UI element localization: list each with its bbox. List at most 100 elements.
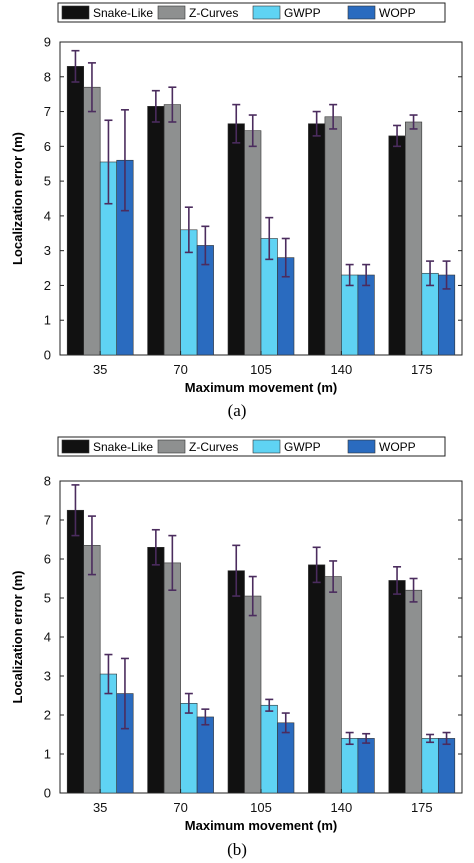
legend-swatch-snake-like: [61, 5, 90, 20]
bar-z-curves-35: [83, 86, 101, 356]
x-tick-label: 105: [250, 800, 272, 815]
y-tick-label: 3: [44, 243, 51, 258]
bar-gwpp-105: [260, 704, 278, 794]
legend-swatch-gwpp: [252, 5, 281, 20]
bar-z-curves-70: [163, 104, 181, 356]
y-tick-label: 7: [44, 104, 51, 119]
error-bar-snake-like-35: [71, 49, 80, 83]
bar-snake-like-70: [147, 106, 165, 356]
y-axis-label: Localization error (m): [10, 571, 25, 704]
error-bar-wopp-105: [281, 712, 290, 734]
bar-snake-like-35: [66, 509, 84, 794]
error-bar-z-curves-140: [329, 103, 338, 130]
y-tick-label: 4: [44, 630, 51, 645]
y-tick-label: 0: [44, 786, 51, 801]
y-tick-label: 1: [44, 313, 51, 328]
bar-z-curves-35: [83, 545, 101, 794]
error-bar-z-curves-35: [87, 62, 96, 113]
x-axis-label: Maximum movement (m): [185, 818, 337, 833]
y-tick-label: 2: [44, 278, 51, 293]
legend-swatch-gwpp: [252, 439, 281, 454]
x-tick-label: 140: [331, 362, 353, 377]
legend-label-gwpp: GWPP: [284, 440, 321, 454]
bar-z-curves-140: [324, 576, 342, 794]
error-bar-gwpp-35: [104, 653, 113, 695]
bar-snake-like-105: [227, 123, 245, 356]
error-bar-z-curves-70: [168, 86, 177, 123]
error-bar-gwpp-140: [345, 263, 354, 287]
error-bar-wopp-140: [362, 263, 371, 287]
error-bar-gwpp-105: [265, 698, 274, 712]
error-bar-z-curves-105: [248, 575, 257, 617]
x-tick-label: 35: [93, 362, 107, 377]
bar-snake-like-140: [308, 123, 326, 356]
legend: Snake-Like Z-Curves GWPP WOPP: [57, 436, 446, 457]
y-tick-label: 3: [44, 669, 51, 684]
bar-gwpp-175: [421, 738, 439, 794]
error-bar-snake-like-175: [393, 124, 402, 148]
legend-label-z-curves: Z-Curves: [189, 440, 238, 454]
legend-label-gwpp: GWPP: [284, 6, 321, 20]
figure-caption: (b): [227, 840, 247, 859]
bar-wopp-175: [437, 738, 456, 794]
bar-z-curves-105: [244, 130, 262, 356]
error-bar-wopp-105: [281, 237, 290, 278]
bar-snake-like-105: [227, 570, 245, 794]
y-tick-label: 9: [44, 35, 51, 50]
y-tick-label: 8: [44, 69, 51, 84]
error-bar-gwpp-70: [184, 692, 193, 714]
error-bar-wopp-35: [120, 657, 129, 730]
error-bar-snake-like-175: [393, 565, 402, 595]
error-bar-wopp-70: [201, 708, 210, 726]
x-tick-label: 175: [411, 800, 433, 815]
error-bar-gwpp-140: [345, 731, 354, 746]
bar-snake-like-70: [147, 546, 165, 794]
error-bar-snake-like-35: [71, 484, 80, 537]
error-bar-gwpp-105: [265, 216, 274, 261]
bar-snake-like-35: [66, 66, 84, 356]
error-bar-gwpp-175: [426, 260, 435, 287]
bar-wopp-140: [357, 274, 375, 356]
error-bar-wopp-175: [442, 731, 451, 746]
error-bar-z-curves-175: [409, 577, 418, 603]
bar-z-curves-140: [324, 116, 342, 356]
error-bar-z-curves-35: [87, 515, 96, 576]
y-tick-label: 1: [44, 747, 51, 762]
y-tick-label: 6: [44, 552, 51, 567]
x-tick-label: 105: [250, 362, 272, 377]
bar-snake-like-140: [308, 564, 326, 794]
chart-panel-1: 0 1 2 3 4 5 6 7 8 9 Localization error (m) 35 70 105 1…: [10, 2, 463, 420]
y-tick-label: 8: [44, 474, 51, 489]
error-bar-wopp-140: [362, 732, 371, 744]
y-tick-label: 2: [44, 708, 51, 723]
legend-label-wopp: WOPP: [379, 440, 416, 454]
y-tick-label: 7: [44, 513, 51, 528]
x-tick-label: 70: [173, 362, 187, 377]
error-bar-snake-like-140: [312, 546, 321, 584]
error-bar-gwpp-70: [184, 206, 193, 254]
y-tick-label: 5: [44, 591, 51, 606]
bar-gwpp-140: [341, 738, 359, 794]
legend-swatch-z-curves: [157, 5, 186, 20]
legend-label-snake-like: Snake-Like: [93, 6, 153, 20]
x-tick-label: 35: [93, 800, 107, 815]
legend-swatch-z-curves: [157, 439, 186, 454]
y-tick-label: 0: [44, 348, 51, 363]
legend: Snake-Like Z-Curves GWPP WOPP: [57, 2, 446, 23]
legend-label-snake-like: Snake-Like: [93, 440, 153, 454]
bar-snake-like-175: [388, 580, 406, 794]
error-bar-z-curves-140: [329, 560, 338, 593]
legend-swatch-snake-like: [61, 439, 90, 454]
y-tick-label: 6: [44, 139, 51, 154]
legend-label-wopp: WOPP: [379, 6, 416, 20]
bar-z-curves-70: [163, 562, 181, 794]
y-axis-label: Localization error (m): [10, 132, 25, 265]
x-tick-label: 70: [173, 800, 187, 815]
y-tick-label: 5: [44, 174, 51, 189]
error-bar-wopp-35: [120, 109, 129, 212]
x-tick-label: 140: [331, 800, 353, 815]
bar-snake-like-175: [388, 135, 406, 356]
x-axis-label: Maximum movement (m): [185, 380, 337, 395]
bar-z-curves-105: [244, 595, 262, 794]
